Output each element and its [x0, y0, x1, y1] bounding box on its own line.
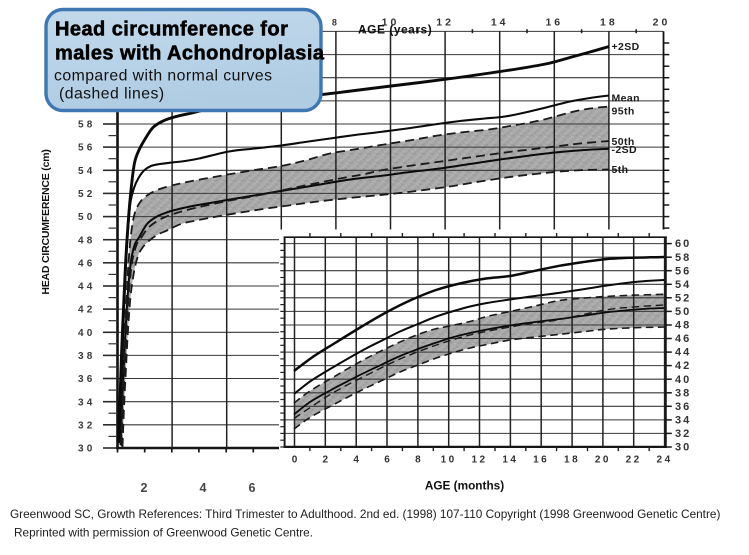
svg-text:38: 38 [675, 387, 691, 399]
svg-text:8: 8 [332, 18, 340, 28]
svg-text:44: 44 [78, 282, 96, 293]
svg-text:95th: 95th [612, 106, 635, 118]
svg-text:48: 48 [675, 320, 691, 332]
svg-text:6: 6 [249, 481, 256, 495]
svg-text:42: 42 [78, 305, 96, 316]
svg-text:24: 24 [657, 455, 673, 466]
svg-text:(dashed lines): (dashed lines) [59, 86, 165, 103]
svg-text:14: 14 [502, 455, 518, 466]
svg-text:32: 32 [675, 428, 691, 440]
svg-text:4: 4 [353, 455, 359, 466]
svg-text:30: 30 [78, 444, 96, 455]
svg-text:14: 14 [491, 17, 509, 29]
svg-text:40: 40 [78, 328, 96, 339]
svg-text:50: 50 [675, 306, 691, 318]
svg-text:42: 42 [675, 360, 691, 372]
svg-text:30: 30 [675, 442, 691, 454]
svg-text:+2SD: +2SD [612, 41, 640, 53]
svg-text:46: 46 [675, 333, 691, 345]
svg-text:5th: 5th [612, 164, 629, 176]
svg-text:2: 2 [141, 481, 148, 495]
svg-text:54: 54 [675, 279, 691, 291]
svg-text:56: 56 [78, 143, 96, 154]
svg-text:40: 40 [675, 374, 691, 386]
svg-text:20: 20 [653, 17, 671, 29]
svg-text:36: 36 [675, 401, 691, 413]
svg-text:46: 46 [78, 258, 96, 269]
svg-text:52: 52 [78, 189, 96, 200]
svg-text:50th: 50th [612, 136, 635, 148]
svg-text:Reprinted with permission of G: Reprinted with permission of Greenwood G… [14, 526, 313, 540]
svg-text:4: 4 [200, 481, 207, 495]
svg-text:2: 2 [323, 455, 329, 466]
svg-text:6: 6 [384, 455, 390, 466]
svg-text:36: 36 [78, 374, 96, 385]
svg-text:54: 54 [78, 166, 96, 177]
svg-text:34: 34 [78, 397, 96, 408]
svg-text:60: 60 [675, 238, 691, 250]
svg-text:AGE (years): AGE (years) [358, 23, 432, 37]
svg-text:16: 16 [533, 455, 549, 466]
svg-text:8: 8 [415, 455, 421, 466]
svg-text:Head circumference for: Head circumference for [55, 19, 288, 41]
svg-text:48: 48 [78, 235, 96, 246]
svg-text:-2SD: -2SD [612, 144, 638, 156]
svg-text:males with Achondroplasia: males with Achondroplasia [55, 43, 325, 65]
svg-text:56: 56 [675, 265, 691, 277]
svg-text:Mean: Mean [612, 93, 640, 105]
svg-text:18: 18 [564, 455, 580, 466]
svg-text:Greenwood SC, Growth Reference: Greenwood SC, Growth References: Third T… [10, 507, 720, 521]
svg-text:AGE (months): AGE (months) [425, 479, 504, 493]
svg-text:22: 22 [626, 455, 642, 466]
svg-text:HEAD CIRCUMFERENCE (cm): HEAD CIRCUMFERENCE (cm) [40, 149, 52, 294]
svg-text:compared with normal curves: compared with normal curves [54, 68, 272, 85]
svg-text:38: 38 [78, 351, 96, 362]
svg-text:0: 0 [292, 455, 298, 466]
svg-text:16: 16 [545, 17, 563, 29]
svg-text:52: 52 [675, 292, 691, 304]
svg-text:20: 20 [595, 455, 611, 466]
svg-text:12: 12 [471, 455, 487, 466]
svg-text:10: 10 [382, 17, 400, 29]
svg-text:12: 12 [436, 17, 454, 29]
svg-text:44: 44 [675, 347, 691, 359]
svg-text:50: 50 [78, 212, 96, 223]
svg-text:10: 10 [441, 455, 457, 466]
svg-text:18: 18 [600, 17, 618, 29]
svg-text:58: 58 [675, 252, 691, 264]
svg-text:32: 32 [78, 420, 96, 431]
svg-text:58: 58 [78, 120, 96, 131]
svg-text:34: 34 [675, 415, 691, 427]
